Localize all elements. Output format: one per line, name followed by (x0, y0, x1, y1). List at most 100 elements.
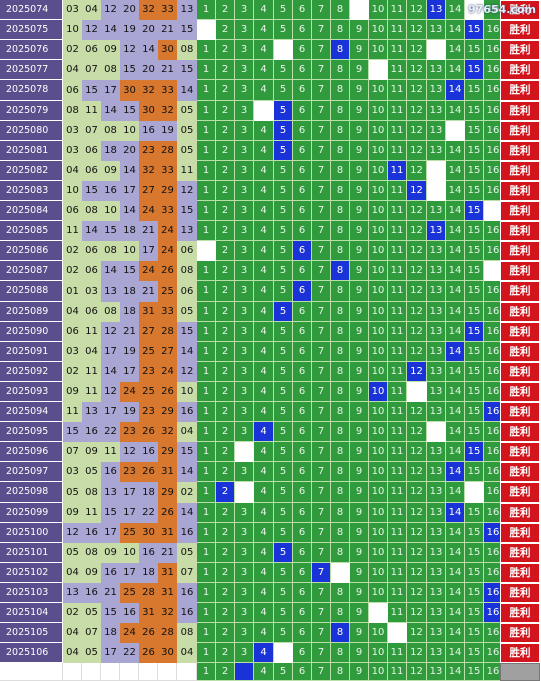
trend-cell: 15 (465, 563, 484, 583)
trend-cell: 1 (197, 121, 216, 141)
red-ball-number: 32 (139, 80, 158, 101)
result-badge: 胜利 (500, 20, 540, 40)
trend-cell: 1 (197, 40, 216, 60)
trend-cell: 1 (197, 161, 216, 181)
period-cell: 2025085 (0, 221, 63, 241)
blank-number-cell[interactable] (139, 663, 158, 681)
red-ball-number: 25 (139, 342, 158, 362)
trend-cell: 5 (274, 422, 293, 442)
blank-number-cell[interactable] (101, 663, 120, 681)
trend-cell: 9 (350, 322, 369, 342)
trend-cell: 4 (254, 362, 274, 382)
prediction-cell[interactable]: 7 (312, 663, 331, 681)
trend-cell: 2 (216, 0, 235, 20)
prediction-cell[interactable]: 14 (446, 663, 465, 681)
period-cell: 2025101 (0, 543, 63, 563)
prediction-hit-cell[interactable] (235, 663, 254, 681)
prediction-cell[interactable]: 13 (427, 663, 446, 681)
prediction-cell[interactable]: 15 (465, 663, 484, 681)
result-badge: 胜利 (500, 503, 540, 523)
trend-cell: 3 (235, 161, 254, 181)
prediction-cell[interactable]: 2 (216, 663, 235, 681)
trend-cell: 10 (369, 80, 388, 101)
blank-number-cell[interactable] (63, 663, 82, 681)
trend-empty-cell (197, 241, 216, 261)
red-ball-number: 03 (82, 281, 101, 302)
trend-cell: 10 (369, 161, 388, 181)
prediction-cell[interactable]: 12 (407, 663, 427, 681)
prediction-cell[interactable]: 5 (274, 663, 293, 681)
trend-cell: 15 (465, 422, 484, 442)
trend-cell: 3 (235, 603, 254, 623)
red-ball-number: 16 (82, 422, 101, 442)
blank-number-cell[interactable] (120, 663, 139, 681)
trend-cell: 13 (427, 583, 446, 603)
prediction-cell[interactable]: 8 (331, 663, 350, 681)
prediction-cell[interactable]: 11 (388, 663, 407, 681)
trend-cell: 10 (369, 462, 388, 482)
trend-cell: 1 (197, 402, 216, 422)
trend-cell: 13 (427, 201, 446, 221)
trend-cell: 8 (331, 161, 350, 181)
trend-cell: 3 (235, 261, 254, 281)
red-ball-number: 21 (139, 281, 158, 302)
red-ball-number: 09 (82, 442, 101, 462)
trend-cell: 4 (254, 241, 274, 261)
trend-hit-cell: 15 (465, 201, 484, 221)
trend-cell: 7 (312, 40, 331, 60)
trend-cell: 9 (350, 221, 369, 241)
blank-period-cell[interactable] (0, 663, 63, 681)
trend-cell: 8 (331, 181, 350, 201)
trend-cell: 5 (274, 181, 293, 201)
red-ball-number: 17 (101, 342, 120, 362)
trend-cell: 3 (235, 543, 254, 563)
prediction-cell[interactable]: 6 (293, 663, 312, 681)
trend-cell: 8 (331, 322, 350, 342)
trend-cell: 2 (216, 603, 235, 623)
trend-cell: 12 (407, 80, 427, 101)
blank-number-cell[interactable] (82, 663, 101, 681)
trend-cell: 14 (446, 583, 465, 603)
result-badge: 胜利 (500, 261, 540, 281)
trend-cell: 4 (254, 462, 274, 482)
period-cell: 2025091 (0, 342, 63, 362)
trend-cell: 12 (407, 60, 427, 80)
red-ball-number: 30 (139, 523, 158, 543)
blue-ball-number: 12 (177, 181, 197, 201)
result-badge: 胜利 (500, 161, 540, 181)
prediction-cell[interactable]: 4 (254, 663, 274, 681)
result-badge: 胜利 (500, 482, 540, 503)
trend-cell: 1 (197, 462, 216, 482)
red-ball-number: 08 (63, 101, 82, 121)
red-ball-number: 19 (120, 402, 139, 422)
trend-cell: 9 (350, 482, 369, 503)
red-ball-number: 06 (63, 80, 82, 101)
trend-cell: 12 (407, 121, 427, 141)
red-ball-number: 17 (120, 503, 139, 523)
red-ball-number: 12 (101, 322, 120, 342)
period-cell: 2025079 (0, 101, 63, 121)
prediction-cell[interactable]: 9 (350, 663, 369, 681)
red-ball-number: 23 (120, 462, 139, 482)
trend-cell: 7 (312, 302, 331, 322)
trend-cell: 14 (446, 422, 465, 442)
prediction-cell[interactable]: 1 (197, 663, 216, 681)
trend-cell: 15 (465, 362, 484, 382)
prediction-cell[interactable]: 10 (369, 663, 388, 681)
trend-cell: 14 (446, 101, 465, 121)
blank-blue-cell[interactable] (177, 663, 197, 681)
blue-ball-number: 07 (177, 563, 197, 583)
trend-cell: 8 (331, 503, 350, 523)
red-ball-number: 04 (63, 302, 82, 322)
trend-cell: 7 (312, 362, 331, 382)
red-ball-number: 16 (101, 181, 120, 201)
red-ball-number: 15 (82, 80, 101, 101)
trend-cell: 14 (446, 141, 465, 161)
trend-hit-cell: 12 (407, 181, 427, 201)
trend-cell: 5 (274, 523, 293, 543)
blank-number-cell[interactable] (158, 663, 177, 681)
trend-hit-cell: 14 (446, 503, 465, 523)
trend-cell: 15 (465, 342, 484, 362)
red-ball-number: 26 (139, 462, 158, 482)
trend-cell: 15 (465, 583, 484, 603)
